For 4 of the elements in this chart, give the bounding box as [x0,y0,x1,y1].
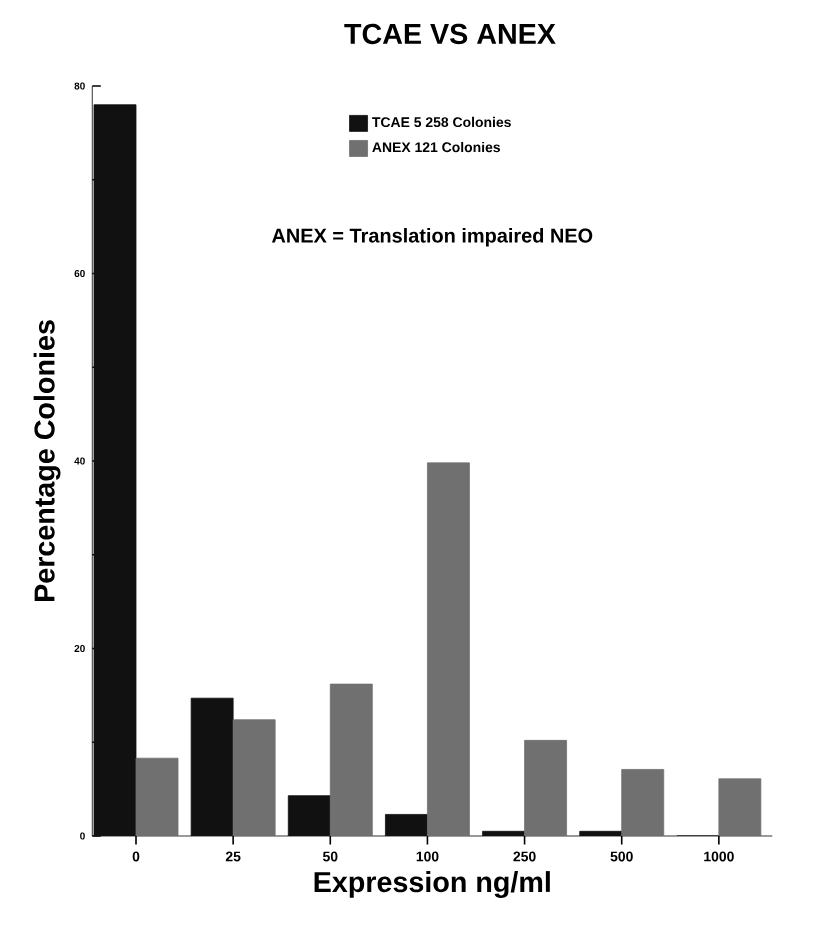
annotation: ANEX = Translation impaired NEO [271,228,593,247]
x-axis-title: Expression ng/ml [314,871,550,898]
y-axis-title: Percentage Colonies [33,320,61,601]
chart-title: TCAE VS ANEX [344,23,556,45]
